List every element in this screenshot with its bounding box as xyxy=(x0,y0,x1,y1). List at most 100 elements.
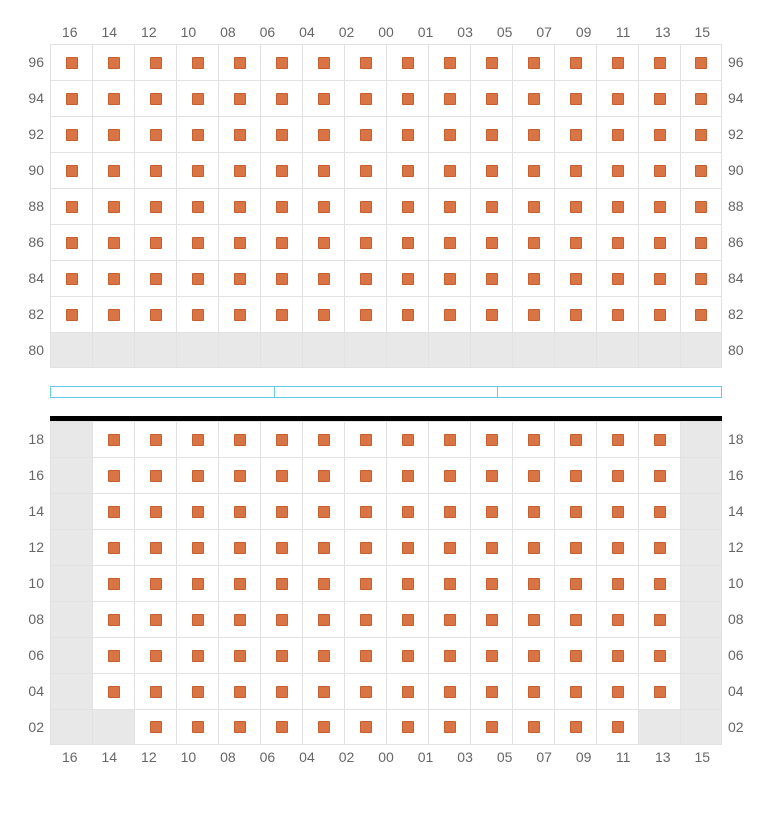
seat-cell xyxy=(554,152,596,188)
seat-marker-icon xyxy=(612,273,624,285)
seat-cell xyxy=(554,296,596,332)
seat-marker-icon xyxy=(528,686,540,698)
empty-cell xyxy=(680,493,722,529)
column-header: 09 xyxy=(564,745,604,769)
empty-cell xyxy=(554,332,596,368)
seat-marker-icon xyxy=(360,650,372,662)
row-header: 96 xyxy=(722,44,752,80)
seat-cell xyxy=(260,457,302,493)
seat-marker-icon xyxy=(66,129,78,141)
seat-cell xyxy=(470,493,512,529)
seat-marker-icon xyxy=(612,470,624,482)
seat-cell xyxy=(512,673,554,709)
seat-marker-icon xyxy=(654,470,666,482)
seat-marker-icon xyxy=(234,237,246,249)
seat-cell xyxy=(218,565,260,601)
seat-marker-icon xyxy=(654,57,666,69)
seat-marker-icon xyxy=(318,470,330,482)
seat-marker-icon xyxy=(108,434,120,446)
seat-marker-icon xyxy=(318,506,330,518)
seat-marker-icon xyxy=(108,614,120,626)
seat-cell xyxy=(344,493,386,529)
seat-marker-icon xyxy=(402,614,414,626)
seat-marker-icon xyxy=(360,201,372,213)
seat-cell xyxy=(134,188,176,224)
seat-cell xyxy=(176,637,218,673)
column-header: 14 xyxy=(90,20,130,44)
seat-cell xyxy=(50,44,92,80)
row-header: 90 xyxy=(20,152,50,188)
row-header: 18 xyxy=(20,421,50,457)
empty-cell xyxy=(680,637,722,673)
seat-cell xyxy=(386,565,428,601)
seat-cell xyxy=(386,637,428,673)
seat-marker-icon xyxy=(486,470,498,482)
seat-marker-icon xyxy=(486,129,498,141)
seat-cell xyxy=(470,601,512,637)
seat-cell xyxy=(512,601,554,637)
seat-cell xyxy=(428,152,470,188)
seat-marker-icon xyxy=(444,614,456,626)
seat-cell xyxy=(260,493,302,529)
seat-marker-icon xyxy=(570,542,582,554)
seat-marker-icon xyxy=(360,506,372,518)
seat-marker-icon xyxy=(612,686,624,698)
seat-cell xyxy=(554,457,596,493)
seat-marker-icon xyxy=(318,434,330,446)
seat-marker-icon xyxy=(276,165,288,177)
seat-marker-icon xyxy=(318,686,330,698)
seat-cell xyxy=(302,601,344,637)
seat-cell xyxy=(596,457,638,493)
seat-marker-icon xyxy=(570,506,582,518)
seat-marker-icon xyxy=(234,434,246,446)
seat-cell xyxy=(302,673,344,709)
seat-marker-icon xyxy=(570,57,582,69)
seat-marker-icon xyxy=(192,470,204,482)
seat-marker-icon xyxy=(108,309,120,321)
seat-marker-icon xyxy=(444,650,456,662)
seat-marker-icon xyxy=(444,721,456,733)
seat-marker-icon xyxy=(612,506,624,518)
seat-cell xyxy=(512,421,554,457)
row-header: 08 xyxy=(20,601,50,637)
seat-cell xyxy=(218,529,260,565)
divider-segment xyxy=(50,386,275,398)
seat-marker-icon xyxy=(192,614,204,626)
row-header: 84 xyxy=(722,260,752,296)
seat-marker-icon xyxy=(402,273,414,285)
column-header: 16 xyxy=(50,745,90,769)
seat-marker-icon xyxy=(360,542,372,554)
seat-cell xyxy=(50,188,92,224)
seat-marker-icon xyxy=(276,470,288,482)
seat-marker-icon xyxy=(66,57,78,69)
seat-marker-icon xyxy=(108,165,120,177)
seat-cell xyxy=(554,493,596,529)
seat-cell xyxy=(176,152,218,188)
seat-cell xyxy=(92,116,134,152)
seat-cell xyxy=(428,565,470,601)
seat-cell xyxy=(344,709,386,745)
seat-cell xyxy=(302,457,344,493)
row-header: 84 xyxy=(20,260,50,296)
seat-cell xyxy=(344,116,386,152)
seat-marker-icon xyxy=(192,165,204,177)
seat-cell xyxy=(470,529,512,565)
top-column-headers: 1614121008060402000103050709111315 xyxy=(20,20,752,44)
seat-cell xyxy=(428,296,470,332)
seat-marker-icon xyxy=(318,57,330,69)
seat-marker-icon xyxy=(360,57,372,69)
seat-marker-icon xyxy=(402,686,414,698)
seat-marker-icon xyxy=(234,470,246,482)
seat-marker-icon xyxy=(654,273,666,285)
seat-marker-icon xyxy=(276,578,288,590)
empty-cell xyxy=(680,421,722,457)
seat-marker-icon xyxy=(486,721,498,733)
column-header: 01 xyxy=(406,745,446,769)
seat-marker-icon xyxy=(276,614,288,626)
row-header: 92 xyxy=(722,116,752,152)
seat-cell xyxy=(596,421,638,457)
seat-marker-icon xyxy=(108,273,120,285)
seat-marker-icon xyxy=(108,237,120,249)
column-header: 00 xyxy=(366,20,406,44)
seat-cell xyxy=(344,152,386,188)
